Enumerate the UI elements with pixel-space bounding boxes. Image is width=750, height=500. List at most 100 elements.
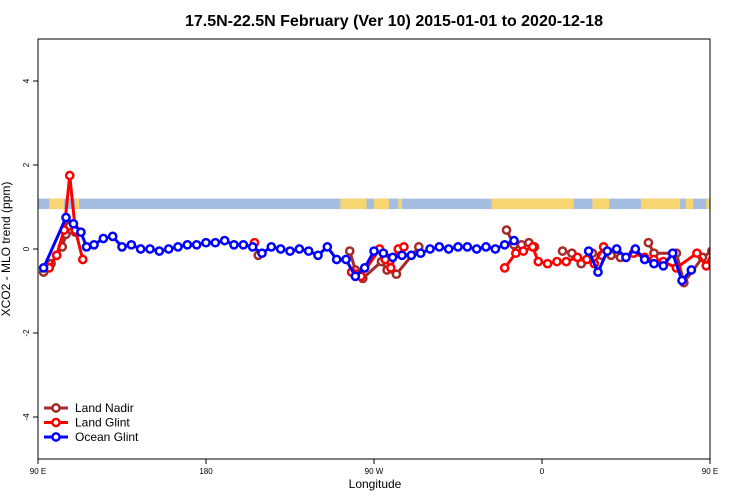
data-point xyxy=(701,260,710,271)
data-point xyxy=(593,267,603,277)
x-tick-label: 180 xyxy=(199,467,213,476)
data-point xyxy=(621,252,631,263)
data-point xyxy=(552,256,562,267)
data-point xyxy=(182,239,193,250)
data-point xyxy=(322,242,333,252)
data-point xyxy=(425,244,435,254)
data-point xyxy=(107,231,118,242)
data-point xyxy=(721,172,728,179)
data-point xyxy=(173,242,183,252)
data-point xyxy=(238,239,249,250)
y-axis-label: XCO2 - MLO trend (ppm) xyxy=(0,182,13,317)
series-ocean-glint xyxy=(38,212,750,286)
data-point xyxy=(509,235,519,246)
data-point xyxy=(350,271,361,282)
data-point xyxy=(583,246,594,256)
data-point xyxy=(229,239,239,250)
data-point xyxy=(542,258,553,269)
data-point xyxy=(499,263,510,273)
data-point xyxy=(581,254,592,265)
data-point xyxy=(643,237,654,248)
data-point xyxy=(51,250,62,261)
land-segment xyxy=(340,198,367,210)
data-point xyxy=(303,246,314,256)
data-point xyxy=(572,252,583,263)
land-segment xyxy=(491,198,574,210)
y-tick-label: 4 xyxy=(22,78,31,83)
data-point xyxy=(369,246,379,256)
data-point xyxy=(399,242,409,252)
data-point xyxy=(557,246,568,256)
data-point xyxy=(247,242,258,252)
data-point xyxy=(708,245,710,253)
data-point xyxy=(397,250,407,261)
data-point xyxy=(511,248,521,259)
data-point xyxy=(89,239,99,250)
data-point xyxy=(219,235,230,246)
legend-label: Land Glint xyxy=(75,416,130,430)
data-point xyxy=(649,258,659,269)
data-point xyxy=(154,246,165,256)
y-tick-label: 2 xyxy=(22,162,31,167)
data-point xyxy=(499,239,510,250)
data-point xyxy=(453,242,463,252)
data-point xyxy=(61,212,71,223)
x-tick-label: 90 W xyxy=(365,467,384,476)
data-point xyxy=(294,244,305,254)
data-point xyxy=(81,242,92,252)
data-point xyxy=(191,239,202,250)
y-tick-label: 0 xyxy=(22,246,31,251)
data-point xyxy=(501,225,512,235)
data-point xyxy=(391,269,402,280)
data-point xyxy=(677,275,687,286)
data-point xyxy=(725,220,732,227)
data-point xyxy=(126,239,137,250)
data-point xyxy=(275,244,286,254)
x-axis: 90 E 180 90 W 0 90 E xyxy=(30,459,718,476)
x-axis-label: Longitude xyxy=(349,477,402,491)
data-point xyxy=(163,244,174,254)
data-point xyxy=(64,170,75,181)
legend-label: Ocean Glint xyxy=(75,430,139,444)
data-point xyxy=(602,246,613,256)
land-segment xyxy=(75,198,80,210)
chart-title: 17.5N-22.5N February (Ver 10) 2015-01-01… xyxy=(185,13,603,30)
data-point xyxy=(76,227,86,238)
data-point xyxy=(98,233,109,244)
legend-swatch-marker xyxy=(51,417,61,428)
data-point xyxy=(714,241,721,248)
data-point xyxy=(434,242,445,252)
data-point xyxy=(692,248,702,259)
data-point xyxy=(68,218,79,229)
data-point xyxy=(135,244,146,254)
y-tick-label: -4 xyxy=(22,413,31,421)
x-tick-label: 90 E xyxy=(702,467,718,476)
legend-swatch-marker xyxy=(51,432,61,442)
data-point xyxy=(387,252,398,263)
land-segment xyxy=(398,198,402,210)
data-point xyxy=(630,244,641,254)
data-point xyxy=(378,248,389,259)
land-segment xyxy=(592,198,610,210)
legend-item-ocean-glint: Ocean Glint xyxy=(44,430,139,444)
data-point xyxy=(344,246,355,256)
data-point xyxy=(667,248,678,259)
x-tick-label: 90 E xyxy=(30,467,46,476)
legend-item-land-glint: Land Glint xyxy=(44,416,130,430)
land-mask-band xyxy=(38,198,710,210)
data-point xyxy=(533,256,544,267)
data-point xyxy=(201,237,211,248)
series-line-ocean-glint xyxy=(719,218,750,252)
data-point xyxy=(117,242,127,252)
land-segment xyxy=(49,198,65,210)
data-point xyxy=(341,254,351,265)
data-point xyxy=(266,242,277,252)
data-point xyxy=(490,244,501,254)
data-point xyxy=(716,214,723,221)
data-point xyxy=(686,265,697,275)
data-point xyxy=(718,229,725,236)
land-segment xyxy=(374,198,389,210)
legend-item-land-nadir: Land Nadir xyxy=(44,401,134,415)
